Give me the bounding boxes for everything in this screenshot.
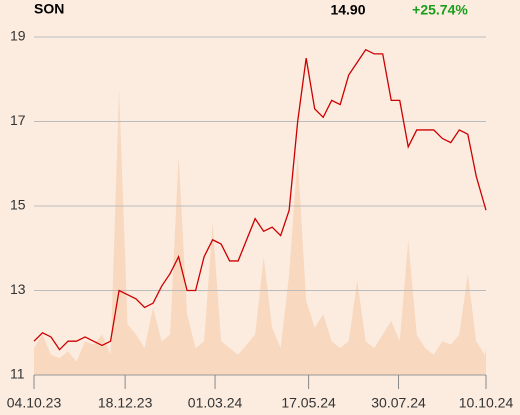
y-tick-label: 17 [10, 112, 26, 128]
x-tick-label: 10.10.24 [459, 395, 514, 411]
y-tick-label: 11 [10, 366, 25, 382]
x-tick-label: 18.12.23 [98, 395, 153, 411]
y-tick-label: 13 [10, 281, 26, 297]
ticker: SON [34, 1, 64, 17]
x-tick-label: 01.03.24 [188, 395, 243, 411]
x-tick-label: 30.07.24 [371, 395, 426, 411]
change: +25.74% [412, 2, 468, 18]
price-line [33, 48, 487, 351]
x-tick-label: 04.10.23 [7, 395, 62, 411]
volume-area [34, 87, 486, 375]
y-tick-label: 19 [10, 28, 26, 44]
x-tick-label: 17.05.24 [281, 395, 336, 411]
y-tick-label: 15 [10, 197, 26, 213]
last-value: 14.90 [330, 2, 365, 18]
